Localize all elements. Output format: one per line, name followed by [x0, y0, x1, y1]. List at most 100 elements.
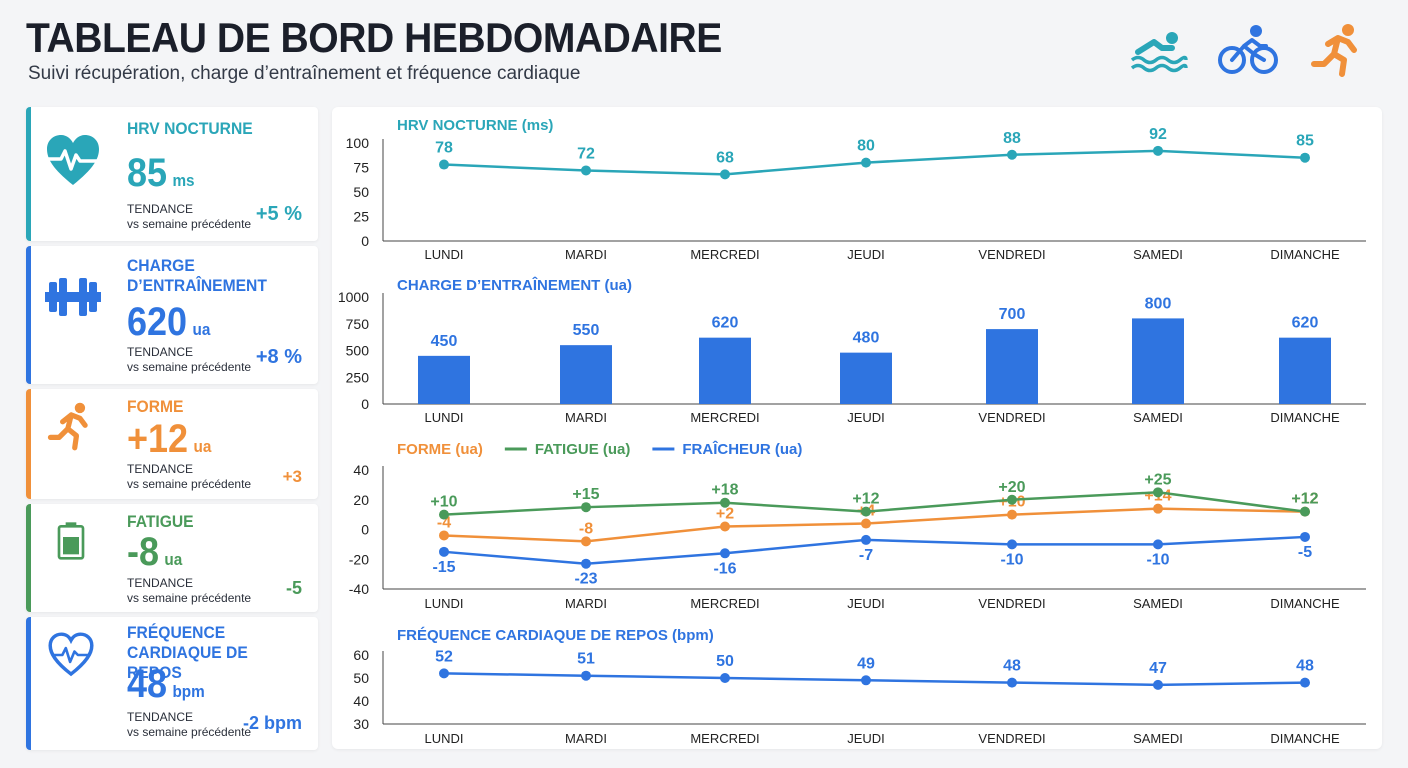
- data-label: +15: [572, 486, 599, 503]
- data-label: 52: [435, 648, 453, 665]
- series-line: [443, 672, 1306, 687]
- kpi-delta: +5 %: [255, 203, 302, 225]
- data-label: -16: [713, 560, 736, 577]
- x-tick-label: SAMEDI: [1133, 731, 1183, 746]
- kpi-card-fc-repos: FRÉQUENCE CARDIAQUE DE REPOS 48 bpm TENDA…: [26, 617, 318, 750]
- data-point: [720, 497, 730, 508]
- data-point: [1153, 503, 1163, 514]
- kpi-value: 85 ms: [127, 151, 195, 195]
- kpi-value: -8 ua: [127, 530, 183, 574]
- bar: [1132, 318, 1184, 404]
- y-tick-label: 40: [353, 462, 369, 478]
- y-tick-label: 100: [346, 135, 370, 151]
- data-label: 78: [435, 140, 453, 157]
- data-point: [861, 506, 871, 517]
- data-label: 620: [1292, 315, 1319, 332]
- data-label: 48: [1296, 658, 1314, 675]
- kpi-unit: ua: [192, 320, 211, 339]
- data-label: 550: [573, 322, 600, 339]
- data-label: +20: [998, 479, 1025, 496]
- x-tick-label: VENDREDI: [978, 410, 1045, 425]
- kpi-unit: ua: [164, 550, 183, 569]
- y-tick-label: 60: [353, 647, 369, 663]
- x-tick-label: JEUDI: [847, 410, 885, 425]
- bar: [418, 355, 470, 404]
- kpi-card-forme: FORME +12 ua TENDANCE vs semaine précédent…: [26, 389, 318, 499]
- data-label: 51: [577, 651, 595, 668]
- data-label: 49: [857, 655, 875, 672]
- x-tick-label: DIMANCHE: [1270, 596, 1340, 611]
- x-tick-label: DIMANCHE: [1270, 247, 1340, 262]
- kpi-trend: TENDANCE vs semaine précédente: [127, 462, 252, 491]
- data-point: [581, 502, 591, 513]
- kpi-value: 48 bpm: [127, 662, 205, 706]
- x-tick-label: JEUDI: [847, 596, 885, 611]
- legend-entry: FATIGUE (ua): [535, 441, 631, 458]
- bar: [699, 337, 751, 404]
- y-tick-label: 1000: [338, 289, 369, 305]
- x-tick-label: LUNDI: [424, 410, 463, 425]
- data-label: -7: [859, 547, 873, 564]
- data-point: [1007, 539, 1017, 550]
- x-tick-label: DIMANCHE: [1270, 731, 1340, 746]
- data-label: -10: [1000, 551, 1023, 568]
- data-label: +25: [1144, 471, 1171, 488]
- data-point: [439, 159, 449, 170]
- data-label: -4: [437, 514, 451, 531]
- kpi-value: +12 ua: [127, 417, 212, 461]
- x-tick-label: LUNDI: [424, 731, 463, 746]
- x-tick-label: LUNDI: [424, 247, 463, 262]
- data-label: -5: [1298, 544, 1312, 561]
- kpi-label: FORME: [127, 397, 184, 416]
- kpi-label: CHARGE D’ENTRAÎNEMENT: [127, 256, 267, 295]
- chart-title: FRÉQUENCE CARDIAQUE DE REPOS (bpm): [397, 627, 714, 644]
- x-tick-label: JEUDI: [847, 731, 885, 746]
- data-point: [439, 509, 449, 520]
- swimming-icon: [1130, 32, 1188, 73]
- x-tick-label: MARDI: [565, 596, 607, 611]
- y-tick-label: 40: [353, 693, 369, 709]
- data-label: +12: [1291, 491, 1318, 508]
- kpi-unit: ms: [172, 171, 195, 190]
- data-label: 85: [1296, 133, 1314, 150]
- y-tick-label: 0: [361, 233, 369, 249]
- data-label: +12: [1291, 491, 1318, 508]
- x-tick-label: MARDI: [565, 410, 607, 425]
- kpi-trend: TENDANCE vs semaine précédente: [127, 710, 252, 739]
- chart-title: CHARGE D’ENTRAÎNEMENT (ua): [397, 276, 632, 294]
- data-point: [439, 530, 449, 541]
- kpi-delta: +3: [282, 467, 302, 486]
- data-point: [1007, 149, 1017, 160]
- kpi-label: HRV NOCTURNE: [127, 119, 253, 138]
- x-tick-label: MERCREDI: [690, 731, 759, 746]
- y-tick-label: -40: [349, 581, 369, 597]
- page-subtitle: Suivi récupération, charge d’entraînemen…: [28, 63, 581, 84]
- data-label: 450: [431, 333, 458, 350]
- y-tick-label: 75: [353, 160, 369, 176]
- data-label: +12: [852, 491, 879, 508]
- data-point: [861, 534, 871, 545]
- data-label: +10: [430, 494, 457, 511]
- data-label: -8: [579, 520, 593, 537]
- data-label: 92: [1149, 126, 1167, 143]
- data-label: 620: [712, 315, 739, 332]
- data-point: [439, 668, 449, 679]
- data-point: [1300, 506, 1310, 517]
- data-label: 88: [1003, 130, 1021, 147]
- legend-entry: FRAÎCHEUR (ua): [682, 440, 802, 458]
- data-label: 47: [1149, 660, 1167, 677]
- y-tick-label: 30: [353, 716, 369, 732]
- kpi-trend: TENDANCE vs semaine précédente: [127, 576, 252, 605]
- data-point: [1007, 677, 1017, 688]
- data-point: [1153, 145, 1163, 156]
- kpi-label: FATIGUE: [127, 512, 194, 531]
- data-point: [581, 670, 591, 681]
- runner-icon: [47, 402, 88, 451]
- kpi-card-hrv: HRV NOCTURNE 85 ms TENDANCE vs semaine pré…: [26, 107, 318, 241]
- data-point: [1300, 677, 1310, 688]
- data-point: [720, 521, 730, 532]
- x-tick-label: SAMEDI: [1133, 410, 1183, 425]
- x-tick-label: MARDI: [565, 247, 607, 262]
- charts-panel: [332, 107, 1382, 749]
